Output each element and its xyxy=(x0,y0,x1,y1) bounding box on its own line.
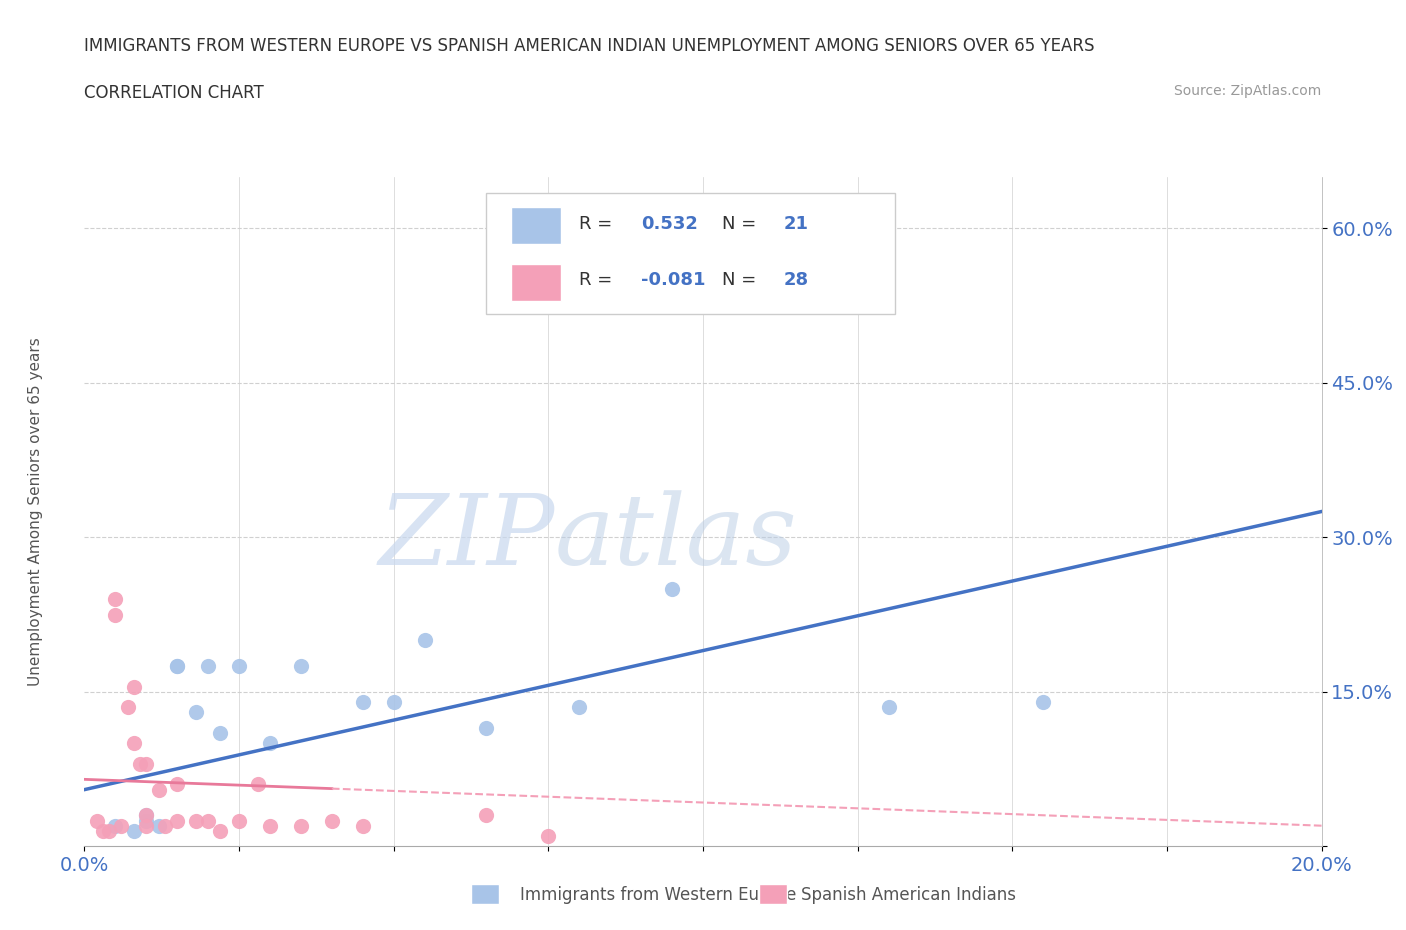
Text: 28: 28 xyxy=(783,272,808,289)
Text: -0.081: -0.081 xyxy=(641,272,706,289)
Point xyxy=(110,818,132,833)
Point xyxy=(135,808,157,823)
Point xyxy=(104,818,127,833)
Point xyxy=(148,782,170,797)
Point xyxy=(382,695,405,710)
FancyBboxPatch shape xyxy=(512,264,561,300)
Point xyxy=(135,808,157,823)
Text: IMMIGRANTS FROM WESTERN EUROPE VS SPANISH AMERICAN INDIAN UNEMPLOYMENT AMONG SEN: IMMIGRANTS FROM WESTERN EUROPE VS SPANIS… xyxy=(84,37,1095,55)
FancyBboxPatch shape xyxy=(512,206,561,244)
Point xyxy=(209,725,232,740)
Text: R =: R = xyxy=(579,272,619,289)
Point xyxy=(1032,695,1054,710)
Point xyxy=(877,699,900,714)
Point xyxy=(259,736,281,751)
Text: Unemployment Among Seniors over 65 years: Unemployment Among Seniors over 65 years xyxy=(28,338,42,686)
Text: 21: 21 xyxy=(783,215,808,232)
Point xyxy=(352,695,374,710)
Point xyxy=(228,658,250,673)
Point xyxy=(166,658,188,673)
Point xyxy=(209,823,232,838)
Point xyxy=(129,756,152,771)
Point xyxy=(91,823,114,838)
Point xyxy=(122,823,145,838)
Point xyxy=(184,705,207,720)
Point xyxy=(135,818,157,833)
Point xyxy=(228,813,250,828)
Point xyxy=(290,658,312,673)
Point xyxy=(122,679,145,694)
Point xyxy=(153,818,176,833)
Point xyxy=(413,632,436,647)
Point xyxy=(117,699,139,714)
Point xyxy=(197,658,219,673)
FancyBboxPatch shape xyxy=(486,193,894,314)
Text: Immigrants from Western Europe: Immigrants from Western Europe xyxy=(520,885,797,904)
Point xyxy=(259,818,281,833)
Text: N =: N = xyxy=(721,215,762,232)
Point xyxy=(166,658,188,673)
Point xyxy=(475,808,498,823)
Point xyxy=(197,813,219,828)
Text: R =: R = xyxy=(579,215,619,232)
Point xyxy=(166,813,188,828)
Point xyxy=(246,777,269,792)
Point xyxy=(537,829,560,844)
Text: CORRELATION CHART: CORRELATION CHART xyxy=(84,84,264,101)
Point xyxy=(135,813,157,828)
Text: ZIP: ZIP xyxy=(378,491,554,586)
Point xyxy=(135,756,157,771)
Point xyxy=(86,813,108,828)
Point xyxy=(321,813,343,828)
Point xyxy=(475,721,498,736)
Point xyxy=(568,699,591,714)
Text: atlas: atlas xyxy=(554,491,797,586)
Point xyxy=(352,818,374,833)
Text: 0.532: 0.532 xyxy=(641,215,697,232)
Point xyxy=(166,777,188,792)
Point xyxy=(661,581,683,596)
Text: Source: ZipAtlas.com: Source: ZipAtlas.com xyxy=(1174,84,1322,98)
Text: N =: N = xyxy=(721,272,762,289)
Point xyxy=(104,591,127,606)
Point xyxy=(148,818,170,833)
Point xyxy=(104,607,127,622)
Point xyxy=(98,823,121,838)
Point xyxy=(184,813,207,828)
Text: Spanish American Indians: Spanish American Indians xyxy=(801,885,1017,904)
Point xyxy=(290,818,312,833)
Point xyxy=(122,736,145,751)
